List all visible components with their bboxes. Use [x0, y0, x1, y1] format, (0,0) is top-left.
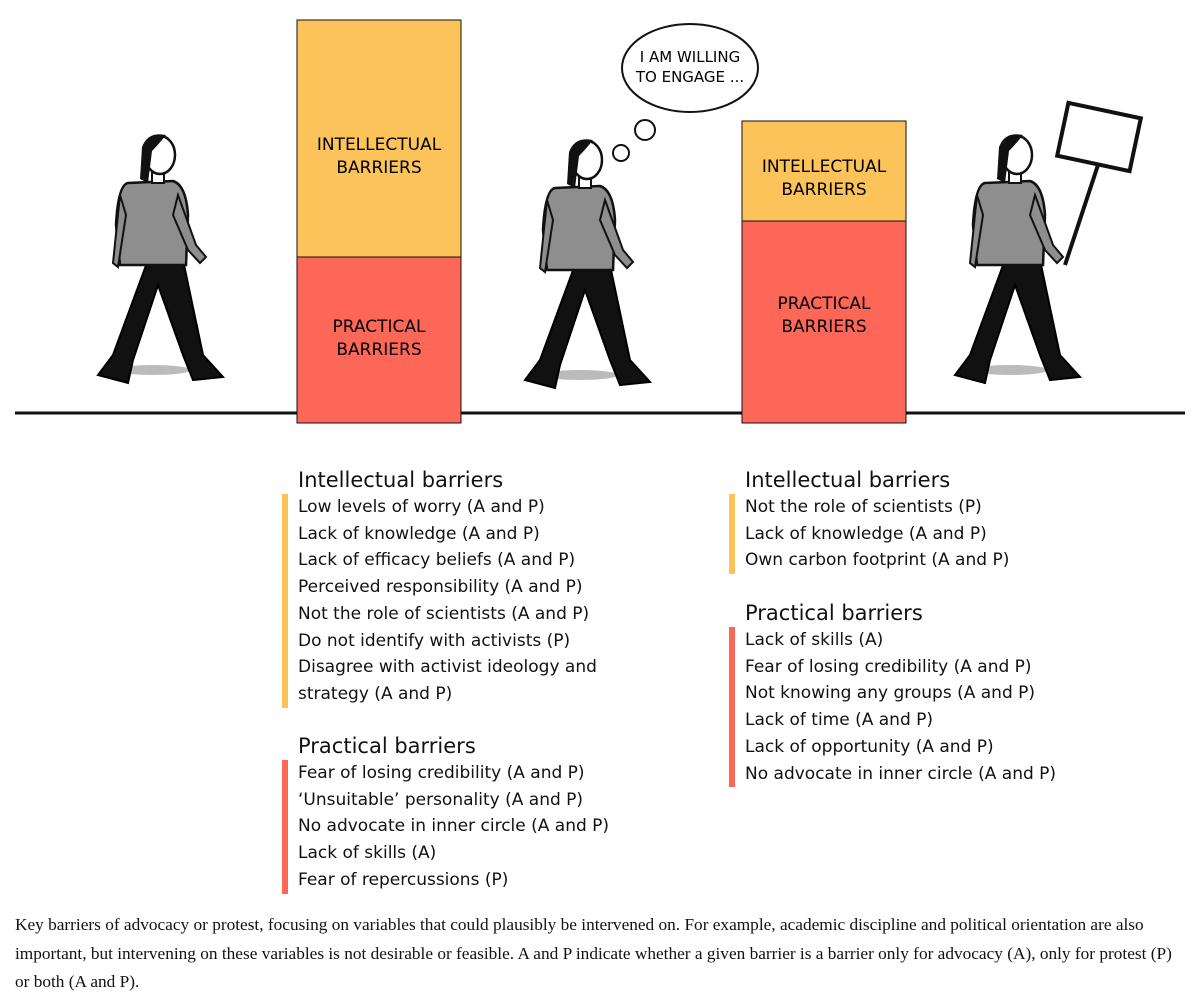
barrier-item: ‘Unsuitable’ personality (A and P) [298, 789, 584, 810]
barrier-item: Not knowing any groups (A and P) [745, 683, 1036, 704]
box-label: BARRIERS [336, 158, 421, 178]
section-heading: Practical barriers [298, 734, 476, 758]
barrier-section: Practical barriers Fear of losing credibi… [282, 732, 702, 894]
practical-box [296, 256, 462, 424]
box-label: INTELLECTUAL [317, 135, 442, 155]
barrier-item: No advocate in inner circle (A and P) [745, 763, 1057, 784]
box-label: BARRIERS [781, 317, 866, 337]
intellectual-box [296, 19, 462, 258]
figure-walking [96, 132, 225, 385]
barrier-item: Fear of repercussions (P) [298, 869, 509, 890]
barrier-item: Lack of skills (A) [298, 843, 437, 864]
barrier-item: Lack of opportunity (A and P) [745, 736, 994, 757]
barrier-item: Lack of knowledge (A and P) [298, 523, 540, 544]
barrier-item: Lack of time (A and P) [745, 710, 934, 731]
thought-bubble [612, 23, 759, 162]
barrier-item: Perceived responsibility (A and P) [298, 577, 583, 598]
barrier-list: Fear of losing credibility (A and P) ‘Uns… [282, 760, 638, 894]
illustration: I AM WILLING TO ENGAGE ... INTELLECTUAL … [15, 19, 1185, 424]
section-heading: Practical barriers [745, 601, 923, 625]
barrier-item: Disagree with activist ideology and stra… [298, 657, 597, 704]
barrier-item: Fear of losing credibility (A and P) [298, 763, 585, 783]
box-label: INTELLECTUAL [762, 157, 887, 177]
barrier-list: Low levels of worry (A and P) Lack of kno… [282, 494, 638, 708]
box-label: BARRIERS [336, 340, 421, 360]
barrier-item: Lack of knowledge (A and P) [745, 523, 987, 544]
barrier-item: Fear of losing credibility (A and P) [745, 656, 1032, 677]
barrier-item: No advocate in inner circle (A and P) [298, 816, 610, 837]
protest-sign [1054, 100, 1144, 266]
figure-protesting [953, 132, 1082, 385]
barrier-list: Not the role of scientists (P) Lack of kn… [729, 494, 1085, 575]
intellectual-box [741, 120, 907, 222]
box-label: PRACTICAL [778, 294, 871, 314]
barrier-item: Lack of efficacy beliefs (A and P) [298, 550, 576, 571]
barrier-item: Low levels of worry (A and P) [298, 497, 545, 517]
barrier-section: Intellectual barriers Low levels of worry… [282, 466, 702, 708]
caption: Key barriers of advocacy or protest, foc… [15, 915, 1172, 991]
barrier-section: Practical barriers Lack of skills (A) Fear… [729, 599, 1149, 788]
section-heading: Intellectual barriers [298, 468, 504, 492]
bubble-text: TO ENGAGE ... [635, 68, 744, 86]
figure-thinking [523, 137, 652, 390]
barrier-item: Not the role of scientists (P) [745, 497, 982, 517]
box-label: PRACTICAL [333, 317, 426, 337]
box-label: BARRIERS [781, 180, 866, 200]
barrier-item: Not the role of scientists (A and P) [298, 603, 590, 624]
practical-box [741, 220, 907, 424]
barrier-item: Own carbon footprint (A and P) [745, 550, 1010, 571]
barrier-list: Lack of skills (A) Fear of losing credibi… [729, 627, 1085, 788]
section-heading: Intellectual barriers [745, 468, 951, 492]
barrier-item: Do not identify with activists (P) [298, 630, 571, 651]
barrier-item: Lack of skills (A) [745, 630, 884, 650]
bubble-text: I AM WILLING [640, 48, 740, 66]
barrier-section: Intellectual barriers Not the role of sci… [729, 466, 1149, 575]
